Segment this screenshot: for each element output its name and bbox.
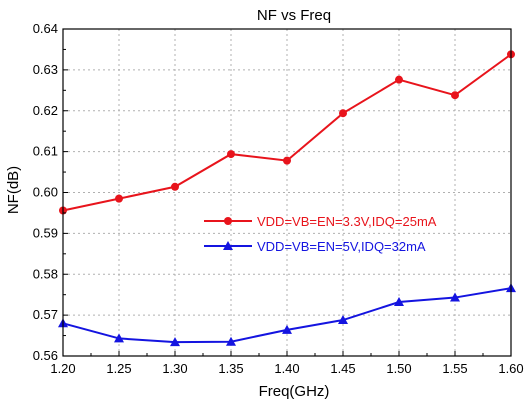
legend-marker: [224, 217, 232, 225]
data-point: [283, 156, 291, 165]
y-tick-label: 0.59: [33, 225, 58, 240]
axis-ticks: 1.20 1.25 1.30 1.35 1.40 1.45 1.50 1.55 1.60 0.56…: [33, 21, 524, 376]
data-point: [226, 336, 236, 346]
x-tick-label: 1.35: [218, 361, 243, 376]
x-tick-label: 1.60: [498, 361, 523, 376]
x-tick-label: 1.50: [386, 361, 411, 376]
data-point: [282, 324, 292, 334]
series-layer: [58, 50, 516, 347]
y-axis-title: NF(dB): [5, 166, 22, 214]
legend: VDD=VB=EN=3.3V,IDQ=25mA VDD=VB=EN=5V,IDQ=…: [204, 214, 437, 254]
data-point: [450, 292, 460, 302]
grid-lines: [63, 29, 511, 356]
data-point: [451, 91, 459, 100]
y-tick-label: 0.60: [33, 185, 58, 200]
legend-marker: [223, 241, 233, 250]
data-point: [170, 337, 180, 347]
x-tick-label: 1.20: [50, 361, 75, 376]
data-point: [171, 182, 179, 191]
y-tick-label: 0.62: [33, 103, 58, 118]
y-tick-label: 0.58: [33, 266, 58, 281]
y-tick-label: 0.64: [33, 21, 58, 36]
legend-item: VDD=VB=EN=3.3V,IDQ=25mA: [204, 214, 437, 229]
x-axis-title: Freq(GHz): [259, 383, 330, 400]
series-2: [58, 283, 516, 347]
data-point: [227, 150, 235, 159]
data-point: [339, 109, 347, 118]
data-point: [338, 315, 348, 325]
data-point: [115, 194, 123, 203]
data-point: [395, 75, 403, 84]
x-tick-label: 1.25: [106, 361, 131, 376]
y-tick-label: 0.63: [33, 62, 58, 77]
y-tick-label: 0.57: [33, 307, 58, 322]
chart-title: NF vs Freq: [257, 7, 331, 24]
legend-item: VDD=VB=EN=5V,IDQ=32mA: [204, 239, 426, 254]
x-tick-label: 1.30: [162, 361, 187, 376]
x-tick-label: 1.40: [274, 361, 299, 376]
x-tick-label: 1.45: [330, 361, 355, 376]
legend-label: VDD=VB=EN=3.3V,IDQ=25mA: [257, 214, 437, 229]
data-point: [394, 297, 404, 307]
y-tick-label: 0.56: [33, 348, 58, 363]
series-line: [62, 53, 512, 212]
x-tick-label: 1.55: [442, 361, 467, 376]
data-point: [114, 333, 124, 343]
legend-label: VDD=VB=EN=5V,IDQ=32mA: [257, 239, 426, 254]
y-tick-label: 0.61: [33, 144, 58, 159]
series-1: [59, 50, 515, 215]
